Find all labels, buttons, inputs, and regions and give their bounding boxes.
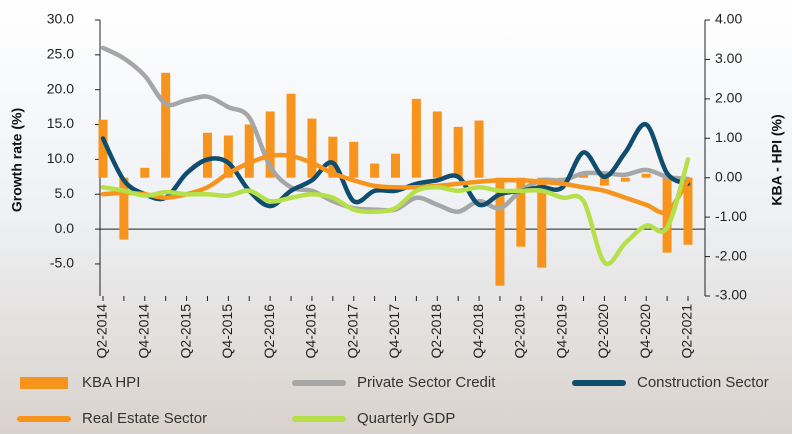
line: [100, 152, 691, 215]
y2-tick-label: 0.00: [715, 168, 742, 184]
bar: [119, 177, 129, 240]
legend-label: Private Sector Credit: [357, 374, 496, 391]
bar: [599, 177, 609, 186]
y-tick-label: -5.0: [50, 255, 74, 271]
line: [100, 122, 691, 209]
y-tick-label: 10.0: [47, 150, 74, 166]
x-tick-label: Q4-2015: [219, 304, 235, 359]
y-tick-label: 5.0: [55, 185, 75, 201]
y2-tick-label: 2.00: [715, 90, 742, 106]
x-tick-label: Q4-2014: [135, 304, 151, 359]
x-tick-label: Q4-2020: [637, 304, 653, 359]
bar: [202, 132, 212, 178]
y2-tick-label: -2.00: [715, 247, 747, 263]
y-tick-label: 25.0: [47, 46, 74, 62]
bar: [641, 173, 651, 178]
bar: [453, 126, 463, 178]
x-tick-label: Q2-2020: [595, 304, 611, 359]
x-tick-label: Q2-2014: [94, 304, 110, 359]
bar: [328, 136, 338, 178]
legend-label: Real Estate Sector: [82, 410, 207, 427]
y2-tick-label: 1.00: [715, 129, 742, 145]
legend-label: KBA HPI: [82, 374, 140, 391]
x-tick-label: Q2-2016: [261, 304, 277, 359]
bar: [223, 135, 233, 178]
x-tick-label: Q2-2018: [428, 304, 444, 359]
legend-swatch: [20, 377, 68, 389]
bar: [244, 124, 254, 178]
y-tick-label: 15.0: [47, 115, 74, 131]
y-tick-label: 20.0: [47, 80, 74, 96]
bar: [432, 111, 442, 178]
y2-tick-label: -3.00: [715, 287, 747, 303]
bar: [537, 177, 547, 268]
y2-tick-label: 4.00: [715, 11, 742, 27]
bar: [265, 111, 275, 178]
x-tick-label: Q4-2018: [470, 304, 486, 359]
bar: [98, 119, 108, 178]
bar: [662, 177, 672, 253]
x-tick-label: Q4-2019: [553, 304, 569, 359]
x-tick-label: Q2-2017: [344, 304, 360, 359]
x-tick-label: Q2-2021: [679, 304, 695, 359]
bar: [286, 93, 296, 178]
x-tick-label: Q4-2016: [303, 304, 319, 359]
bar: [411, 98, 421, 178]
bar: [620, 177, 630, 182]
legend-label: Quarterly GDP: [357, 410, 455, 427]
y2-axis-label: KBA - HPI (%): [769, 114, 785, 205]
y-tick-label: 30.0: [47, 11, 74, 27]
bar: [349, 141, 359, 178]
bar: [161, 72, 171, 178]
x-tick-label: Q2-2019: [512, 304, 528, 359]
bar: [391, 153, 400, 178]
line: [100, 157, 691, 267]
bar: [370, 163, 380, 178]
y2-tick-label: 3.00: [715, 50, 742, 66]
bar: [307, 118, 317, 178]
y2-tick-label: -1.00: [715, 208, 747, 224]
bar: [683, 177, 693, 245]
legend-label: Construction Sector: [637, 374, 769, 391]
y-axis-label: Growth rate (%): [9, 108, 25, 212]
x-tick-label: Q4-2017: [386, 304, 402, 359]
bar: [516, 177, 526, 247]
bar: [495, 177, 505, 286]
x-tick-label: Q2-2015: [177, 304, 193, 359]
bar: [140, 167, 150, 178]
y-tick-label: 0.0: [55, 220, 75, 236]
bar: [474, 120, 484, 178]
